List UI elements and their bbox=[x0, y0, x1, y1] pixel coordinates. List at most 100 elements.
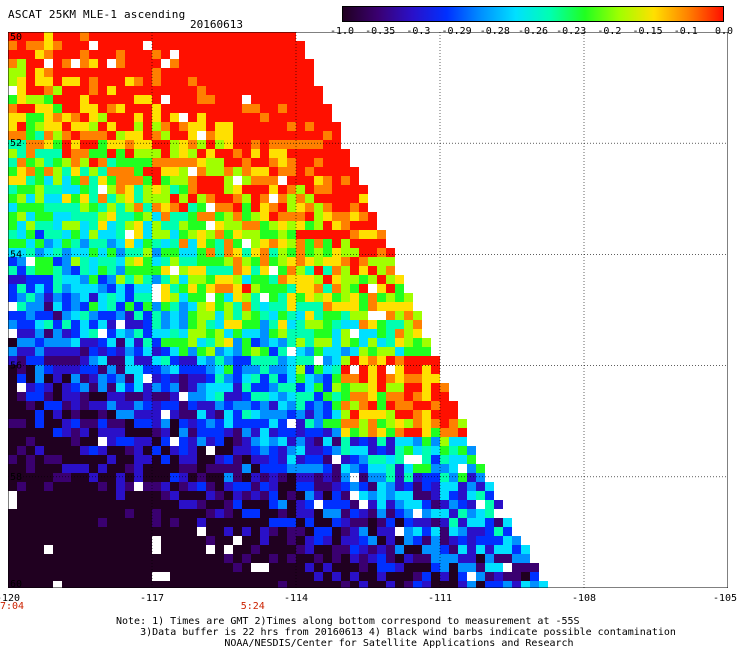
data-cell bbox=[251, 41, 260, 50]
data-cell bbox=[440, 581, 449, 588]
data-cell bbox=[260, 347, 269, 356]
data-cell bbox=[161, 50, 170, 59]
data-cell bbox=[197, 32, 206, 41]
data-cell bbox=[89, 500, 98, 509]
data-cell bbox=[404, 329, 413, 338]
data-cell bbox=[170, 239, 179, 248]
data-cell bbox=[332, 527, 341, 536]
data-cell bbox=[152, 437, 161, 446]
data-cell bbox=[89, 284, 98, 293]
data-cell bbox=[278, 338, 287, 347]
data-cell bbox=[467, 500, 476, 509]
data-cell bbox=[287, 167, 296, 176]
data-cell bbox=[278, 464, 287, 473]
data-cell bbox=[188, 383, 197, 392]
data-cell bbox=[179, 419, 188, 428]
data-cell bbox=[269, 410, 278, 419]
data-cell bbox=[26, 581, 35, 588]
data-cell bbox=[143, 563, 152, 572]
data-cell bbox=[170, 275, 179, 284]
data-cell bbox=[368, 257, 377, 266]
data-cell bbox=[161, 545, 170, 554]
data-cell bbox=[386, 500, 395, 509]
data-cell bbox=[179, 437, 188, 446]
data-cell bbox=[107, 554, 116, 563]
data-cell bbox=[161, 257, 170, 266]
data-cell bbox=[260, 365, 269, 374]
data-cell bbox=[314, 437, 323, 446]
data-cell bbox=[287, 113, 296, 122]
data-cell bbox=[188, 248, 197, 257]
data-cell bbox=[188, 527, 197, 536]
data-cell bbox=[143, 392, 152, 401]
data-cell bbox=[161, 86, 170, 95]
data-cell bbox=[89, 536, 98, 545]
data-cell bbox=[188, 194, 197, 203]
data-cell bbox=[242, 158, 251, 167]
data-cell bbox=[260, 572, 269, 581]
data-cell bbox=[305, 401, 314, 410]
data-cell bbox=[53, 536, 62, 545]
data-cell bbox=[170, 419, 179, 428]
data-cell bbox=[98, 293, 107, 302]
data-cell bbox=[134, 203, 143, 212]
data-cell bbox=[134, 131, 143, 140]
data-cell bbox=[215, 536, 224, 545]
data-cell bbox=[206, 410, 215, 419]
data-cell bbox=[98, 446, 107, 455]
data-cell bbox=[71, 356, 80, 365]
data-cell bbox=[278, 374, 287, 383]
data-cell bbox=[89, 50, 98, 59]
data-cell bbox=[152, 68, 161, 77]
data-cell bbox=[260, 194, 269, 203]
data-cell bbox=[179, 86, 188, 95]
data-cell bbox=[332, 401, 341, 410]
data-cell bbox=[251, 383, 260, 392]
data-cell bbox=[332, 563, 341, 572]
data-cell bbox=[71, 374, 80, 383]
data-cell bbox=[35, 95, 44, 104]
data-cell bbox=[98, 383, 107, 392]
data-cell bbox=[539, 581, 548, 588]
data-cell bbox=[161, 293, 170, 302]
data-cell bbox=[17, 536, 26, 545]
data-cell bbox=[332, 581, 341, 588]
data-cell bbox=[98, 77, 107, 86]
data-cell bbox=[251, 500, 260, 509]
data-cell bbox=[170, 59, 179, 68]
data-cell bbox=[53, 365, 62, 374]
data-cell bbox=[305, 221, 314, 230]
data-cell bbox=[116, 194, 125, 203]
data-cell bbox=[35, 446, 44, 455]
data-cell bbox=[116, 50, 125, 59]
data-cell bbox=[404, 302, 413, 311]
data-cell bbox=[215, 239, 224, 248]
data-cell bbox=[431, 581, 440, 588]
data-cell bbox=[305, 455, 314, 464]
data-cell bbox=[332, 509, 341, 518]
data-cell bbox=[359, 428, 368, 437]
data-cell bbox=[179, 554, 188, 563]
data-cell bbox=[404, 356, 413, 365]
data-cell bbox=[206, 455, 215, 464]
data-cell bbox=[431, 518, 440, 527]
data-cell bbox=[296, 140, 305, 149]
data-cell bbox=[170, 185, 179, 194]
data-cell bbox=[287, 401, 296, 410]
data-cell bbox=[359, 518, 368, 527]
data-cell bbox=[440, 563, 449, 572]
data-cell bbox=[341, 392, 350, 401]
data-cell bbox=[98, 410, 107, 419]
data-cell bbox=[296, 167, 305, 176]
data-cell bbox=[224, 464, 233, 473]
data-cell bbox=[17, 527, 26, 536]
data-cell bbox=[17, 302, 26, 311]
data-cell bbox=[80, 446, 89, 455]
data-cell bbox=[170, 95, 179, 104]
data-cell bbox=[125, 500, 134, 509]
data-cell bbox=[62, 275, 71, 284]
data-cell bbox=[215, 50, 224, 59]
data-cell bbox=[89, 455, 98, 464]
data-cell bbox=[251, 86, 260, 95]
data-cell bbox=[431, 455, 440, 464]
